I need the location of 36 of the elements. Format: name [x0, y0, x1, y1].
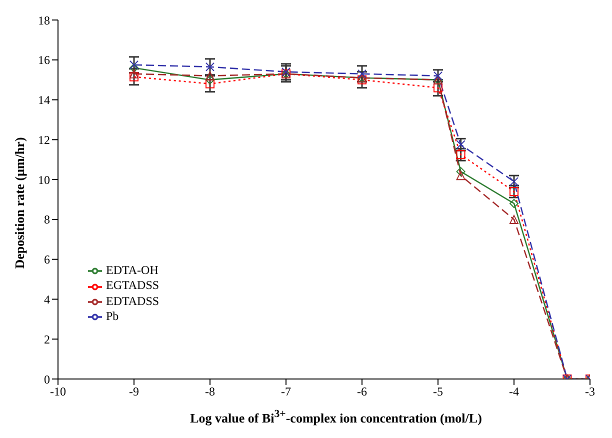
- point: [456, 167, 466, 176]
- point: [130, 69, 138, 78]
- x-tick-label: -6: [357, 384, 367, 399]
- point: [130, 60, 138, 70]
- legend-label: EDTADSS: [106, 294, 160, 308]
- point: [206, 62, 214, 72]
- x-axis-title: Log value of Bi$^{3+}$-complex ion concentration (mol/L): [189, 408, 483, 426]
- y-tick-label: 12: [38, 132, 50, 147]
- y-tick-label: 6: [44, 252, 50, 267]
- point: [130, 63, 138, 72]
- legend-label: EDTA-OH: [106, 263, 158, 277]
- point: [510, 198, 518, 208]
- y-tick-label: 16: [38, 53, 50, 68]
- y-axis-title: Deposition rate (μm/hr): [12, 137, 28, 269]
- point: [206, 71, 214, 80]
- y-tick-label: 0: [44, 372, 50, 386]
- x-tick-label: -9: [129, 384, 139, 399]
- point: [130, 72, 138, 82]
- legend-label: Pb: [106, 308, 119, 323]
- x-tick-label: -5: [433, 384, 443, 399]
- y-tick-label: 14: [38, 93, 50, 108]
- point: [206, 75, 214, 84]
- x-tick-label: -7: [281, 384, 291, 399]
- y-tick-label: 18: [38, 13, 50, 28]
- x-tick-label: -3: [585, 384, 595, 399]
- point: [510, 214, 518, 224]
- x-tick-label: -10: [50, 384, 66, 399]
- x-tick-label: -8: [205, 384, 215, 399]
- x-tick-label: -4: [509, 384, 519, 399]
- point: [358, 69, 366, 78]
- legend-label: EGTADSS: [106, 278, 160, 292]
- y-tick-label: 4: [44, 292, 50, 306]
- y-tick-label: 8: [44, 212, 50, 227]
- y-tick-label: 2: [44, 332, 50, 346]
- y-tick-label: 10: [38, 172, 50, 187]
- point: [456, 171, 466, 180]
